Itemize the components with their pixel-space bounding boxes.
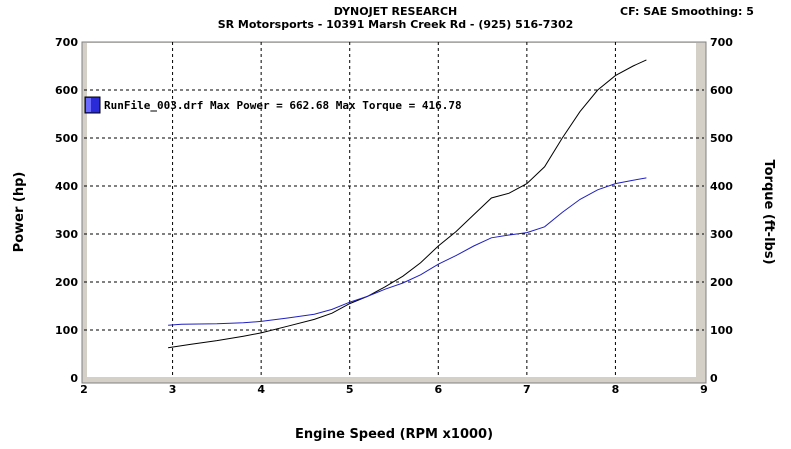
x-axis-title: Engine Speed (RPM x1000): [295, 427, 493, 442]
grid: [84, 42, 704, 378]
x-tick-label: 8: [612, 383, 620, 396]
y2-tick-label: 500: [710, 132, 733, 145]
x-tick-label: 6: [434, 383, 442, 396]
torque-line: [168, 177, 647, 326]
chart-title: DYNOJET RESEARCH: [333, 5, 458, 18]
x-tick-label: 4: [257, 383, 265, 396]
y2-axis-title: Torque (ft-lbs): [761, 159, 776, 264]
x-tick-label: 7: [523, 383, 531, 396]
y-tick-label: 400: [55, 180, 78, 193]
legend-text: RunFile_003.drf Max Power = 662.68 Max T…: [104, 99, 462, 112]
x-tick-label: 9: [700, 383, 708, 396]
y-tick-label: 200: [55, 276, 78, 289]
y2-tick-label: 0: [710, 372, 718, 385]
series-lines: [168, 59, 647, 349]
correction-factor-label: CF: SAE Smoothing: 5: [620, 5, 754, 18]
plot-area: [87, 43, 696, 377]
legend: RunFile_003.drf Max Power = 662.68 Max T…: [84, 96, 462, 114]
plot-bevel-dark: [81, 41, 707, 384]
y-tick-label: 500: [55, 132, 78, 145]
x-tick-label: 3: [169, 383, 177, 396]
y-tick-label: 300: [55, 228, 78, 241]
chart-subtitle: SR Motorsports - 10391 Marsh Creek Rd - …: [217, 18, 574, 31]
y2-tick-label: 700: [710, 36, 733, 49]
tick-labels: 2 3 4 5 6 7 8 901002003004005006007000100200300…: [55, 36, 733, 396]
legend-swatch-highlight: [86, 98, 91, 112]
y2-tick-label: 300: [710, 228, 733, 241]
x-tick-label: 5: [346, 383, 354, 396]
y2-tick-label: 400: [710, 180, 733, 193]
y-tick-label: 0: [70, 372, 78, 385]
y2-tick-label: 100: [710, 324, 733, 337]
y2-tick-label: 600: [710, 84, 733, 97]
x-tick-label: 2: [80, 383, 88, 396]
y2-tick-label: 200: [710, 276, 733, 289]
y-axis-title: Power (hp): [12, 172, 27, 253]
power-line: [168, 59, 647, 349]
y-tick-label: 100: [55, 324, 78, 337]
y-tick-label: 700: [55, 36, 78, 49]
y-tick-label: 600: [55, 84, 78, 97]
